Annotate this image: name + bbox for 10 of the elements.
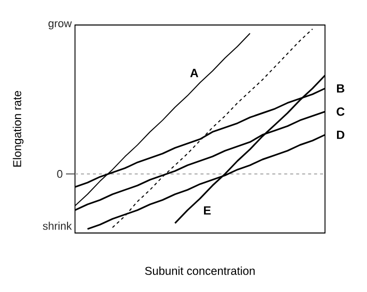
x-axis-title: Subunit concentration	[145, 266, 255, 275]
text: grow	[48, 21, 72, 30]
series-label: A	[190, 68, 198, 78]
ref-line-label: 0	[57, 170, 62, 178]
y-axis-title: Elongation rate	[12, 91, 24, 167]
series-label: C	[336, 107, 345, 116]
series-label: D	[337, 130, 344, 139]
text: shrink	[42, 222, 72, 230]
series-label: E	[204, 206, 211, 215]
series-label: B	[337, 84, 344, 93]
